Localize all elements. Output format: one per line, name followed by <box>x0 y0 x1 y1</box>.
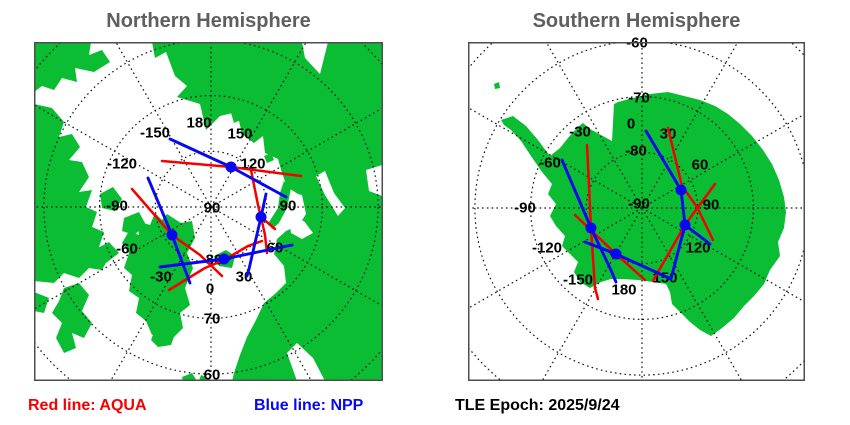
landmass <box>231 108 243 123</box>
map-base-layer <box>34 42 383 381</box>
meridian-line <box>641 207 743 381</box>
meridian-line <box>34 206 212 310</box>
meridian-line <box>210 206 383 307</box>
grid-label: 60 <box>204 367 221 384</box>
landmass <box>34 292 49 313</box>
npp-track <box>583 129 687 281</box>
grid-label: -60 <box>539 155 561 172</box>
landmass <box>34 42 110 92</box>
legend-npp: Blue line: NPP <box>254 397 364 414</box>
satellite-position-dot <box>255 211 267 223</box>
meridian-line <box>541 207 643 381</box>
latitude-circle <box>43 42 379 375</box>
aqua-track <box>585 143 600 301</box>
meridian-line <box>641 207 805 303</box>
meridian-line <box>109 206 212 381</box>
satellite-position-dot <box>679 219 691 231</box>
landmass <box>218 93 235 111</box>
landmass <box>269 181 291 229</box>
plot-border <box>34 42 383 381</box>
grid-label: 180 <box>611 282 636 299</box>
satellite-position-dot <box>218 253 230 265</box>
grid-label: -30 <box>150 269 172 286</box>
meridian-line <box>115 42 212 208</box>
npp-track <box>245 192 268 278</box>
latitude-circle <box>474 42 805 376</box>
meridian-line <box>545 42 643 209</box>
north-polar-map: 180150-150120-12090-9060-6030-3009080706… <box>34 42 383 384</box>
landmass <box>494 82 500 89</box>
grid-label: 90 <box>280 198 297 215</box>
track-layer <box>130 137 303 292</box>
satellite-position-dot <box>610 248 622 260</box>
grid-label: -120 <box>532 240 562 257</box>
plot-border <box>468 42 805 381</box>
meridian-line <box>34 104 212 208</box>
tle-epoch: TLE Epoch: 2025/9/24 <box>455 397 620 414</box>
graticule <box>34 42 383 381</box>
grid-label: 0 <box>206 281 214 298</box>
meridian-line <box>210 206 313 381</box>
grid-label: 90 <box>204 200 221 217</box>
grid-labels: 180150-150120-12090-9060-6030-3009080706… <box>106 115 296 384</box>
south-map-title: Southern Hemisphere <box>532 10 741 32</box>
grid-label: -150 <box>140 125 170 142</box>
grid-label: 60 <box>692 157 709 174</box>
sea-inlet <box>287 343 325 381</box>
satellite-position-dot <box>166 229 178 241</box>
landmass <box>94 242 119 263</box>
grid-label: 180 <box>186 115 211 132</box>
landmass <box>152 42 382 381</box>
meridian-line <box>468 207 643 310</box>
sea-inlet <box>366 165 382 196</box>
satellite-position-dot <box>585 222 597 234</box>
grid-label: -120 <box>107 156 137 173</box>
landmass <box>100 187 122 211</box>
grid-label: -80 <box>625 143 647 160</box>
satellite-position-dot <box>675 184 687 196</box>
map-base-layer <box>468 42 805 381</box>
track-layer <box>560 126 717 301</box>
landmass <box>151 328 175 347</box>
npp-track <box>560 158 618 284</box>
north-map-title: Northern Hemisphere <box>106 10 311 32</box>
grid-labels: -60-70-80-900306090120150180-150-120-90-… <box>514 35 719 299</box>
grid-label: 30 <box>660 126 677 143</box>
grid-label: 90 <box>703 197 720 214</box>
sea-inlet <box>573 104 614 141</box>
sea-inlet <box>302 42 328 74</box>
grid-label: -30 <box>569 124 591 141</box>
graticule <box>468 42 805 381</box>
grid-label: 0 <box>627 116 635 133</box>
meridian-line <box>210 107 383 208</box>
grid-label: -150 <box>563 272 593 289</box>
grid-label: 70 <box>204 311 221 328</box>
grid-label: 120 <box>685 240 710 257</box>
sea-inlet <box>289 218 313 239</box>
grid-label: -90 <box>514 200 536 217</box>
landmass <box>52 283 92 353</box>
landmass <box>501 92 786 336</box>
meridian-line <box>641 42 739 209</box>
legend-aqua: Red line: AQUA <box>28 397 147 414</box>
south-polar-map: -60-70-80-900306090120150180-150-120-90-… <box>468 35 805 381</box>
aqua-track <box>651 182 717 283</box>
grid-label: -90 <box>106 198 128 215</box>
satellite-position-dot <box>225 161 237 173</box>
grid-label: 150 <box>227 126 252 143</box>
grid-label: -60 <box>116 241 138 258</box>
landmass <box>264 153 274 163</box>
landmass <box>34 104 109 283</box>
grid-label: -90 <box>628 196 650 213</box>
landmass <box>182 373 197 381</box>
grid-label: -70 <box>628 90 650 107</box>
meridian-line <box>468 106 643 209</box>
sea-inlet <box>316 171 345 216</box>
aqua-track <box>666 126 715 242</box>
latitude-circle <box>154 150 268 264</box>
